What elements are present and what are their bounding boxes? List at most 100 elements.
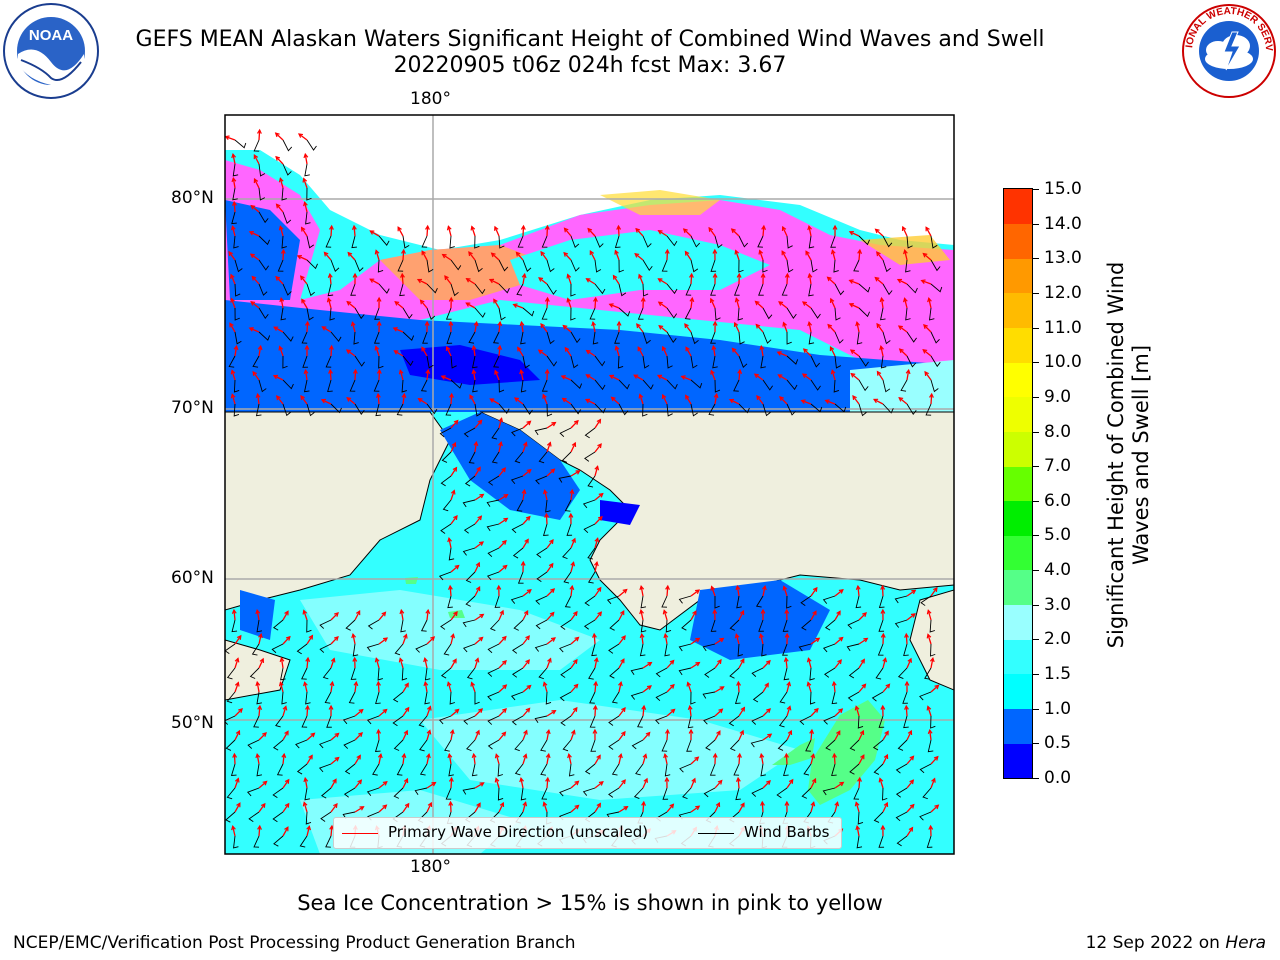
wave-arrow-head xyxy=(333,635,339,641)
wind-barb xyxy=(277,259,284,272)
wave-arrow xyxy=(738,610,745,621)
wave-arrow xyxy=(881,585,884,597)
wind-barb xyxy=(249,667,260,679)
wave-arrow xyxy=(633,374,644,381)
wind-barb xyxy=(786,331,792,345)
wind-barb xyxy=(925,403,932,416)
wave-arrow-head xyxy=(345,349,351,354)
map-frame xyxy=(224,114,955,855)
wave-arrow xyxy=(570,780,579,789)
wave-arrow-head xyxy=(417,398,423,403)
wave-arrow xyxy=(450,730,454,741)
wave-arrow xyxy=(306,635,313,645)
wave-arrow xyxy=(330,612,339,621)
wave-arrow-head xyxy=(908,826,914,832)
colorbar-tick xyxy=(1032,535,1039,536)
wave-arrow-head xyxy=(712,752,718,758)
wave-arrow xyxy=(858,659,865,669)
wave-arrow xyxy=(514,397,524,405)
wave-arrow-head xyxy=(374,249,380,255)
wave-arrow-head xyxy=(546,441,552,447)
wave-arrow xyxy=(594,419,601,429)
wind-barb xyxy=(306,235,315,249)
wave-arrow xyxy=(875,228,884,237)
wave-arrow xyxy=(785,753,788,765)
wave-arrow-head xyxy=(284,826,289,832)
wave-arrow-head xyxy=(430,636,436,642)
wave-arrow-head xyxy=(522,801,528,807)
svg-text:NOAA: NOAA xyxy=(29,27,73,44)
wave-arrow xyxy=(426,225,429,237)
wind-barb xyxy=(420,379,428,392)
wave-arrow-head xyxy=(401,752,407,759)
wave-arrow-head xyxy=(614,345,620,351)
colorbar-segment xyxy=(1004,362,1032,398)
wave-arrow xyxy=(666,585,669,597)
wind-barb xyxy=(930,715,936,729)
wind-barb xyxy=(306,139,317,151)
wave-arrow-head xyxy=(569,488,575,495)
wind-barb xyxy=(608,715,620,726)
wave-arrow-head xyxy=(569,584,575,591)
wave-arrow xyxy=(306,826,311,837)
wave-arrow xyxy=(229,323,236,333)
wave-arrow-head xyxy=(545,728,551,735)
colorbar-tick-label: 10.0 xyxy=(1044,352,1082,372)
wave-arrow xyxy=(300,395,308,405)
wave-arrow-head xyxy=(728,398,735,404)
wind-barb xyxy=(583,523,596,534)
wave-arrow xyxy=(446,346,452,357)
wind-barb xyxy=(690,403,698,417)
wave-arrow xyxy=(906,779,914,789)
wave-arrow-head xyxy=(598,781,604,786)
wave-arrow-head xyxy=(327,272,333,278)
wind-barb xyxy=(494,595,501,608)
wave-arrow-head xyxy=(879,345,884,351)
wind-barb xyxy=(440,619,452,630)
wave-arrow-head xyxy=(250,204,256,210)
wind-barb xyxy=(516,283,524,296)
wave-arrow-head xyxy=(621,779,626,785)
wind-barb xyxy=(560,619,572,630)
wave-arrow xyxy=(394,350,404,357)
wave-arrow-head xyxy=(303,201,308,207)
colorbar-tick xyxy=(1032,397,1039,398)
wave-arrow xyxy=(639,394,644,405)
wave-arrow xyxy=(258,732,267,741)
wind-barb xyxy=(563,571,572,584)
wave-arrow-head xyxy=(587,227,593,233)
wave-arrow xyxy=(786,706,791,717)
colorbar-segment xyxy=(1004,258,1032,294)
wind-barb xyxy=(512,547,524,559)
wave-arrow-head xyxy=(907,657,912,663)
wave-arrow-head xyxy=(920,279,926,284)
wave-arrow-head xyxy=(330,657,336,663)
wave-arrow xyxy=(469,394,476,405)
wind-barb xyxy=(536,547,548,558)
colorbar-tick xyxy=(1032,743,1039,744)
wind-barb xyxy=(304,163,310,177)
wave-arrow xyxy=(546,710,556,717)
wind-barb xyxy=(301,331,308,344)
wave-arrow xyxy=(354,610,361,621)
wave-arrow xyxy=(301,227,308,237)
wave-arrow-head xyxy=(276,395,281,401)
wind-barb xyxy=(751,667,764,677)
wind-barb xyxy=(594,235,604,248)
wave-arrow xyxy=(230,298,236,309)
wave-arrow-head xyxy=(931,777,936,783)
wave-arrow-head xyxy=(279,656,285,663)
wind-barb xyxy=(666,307,678,319)
wave-arrow xyxy=(330,658,335,669)
wave-arrow-head xyxy=(596,586,602,592)
wind-barb xyxy=(319,739,332,749)
wind-barb xyxy=(463,715,476,725)
wave-arrow-head xyxy=(657,278,663,283)
wind-barb xyxy=(584,451,596,462)
wind-barb xyxy=(642,235,652,248)
wave-arrow-head xyxy=(876,251,881,257)
wave-arrow xyxy=(570,562,575,573)
wind-barb xyxy=(462,787,476,795)
wave-arrow-head xyxy=(807,272,813,279)
wave-arrow-head xyxy=(688,728,694,734)
